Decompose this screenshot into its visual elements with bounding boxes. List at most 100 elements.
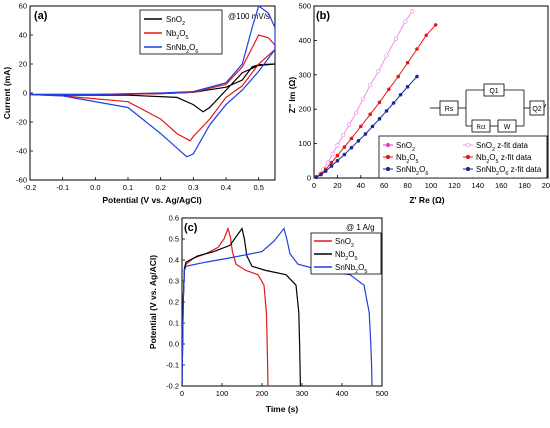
y-tick-label: -20 [16,118,27,127]
legend-label-part: 2 [486,159,489,165]
y-tick-label: 400 [298,36,311,45]
panel-c-y-ticks: -0.2 -0.1 0.0 0.1 0.2 0.3 0.4 0.5 0.6 [166,214,185,391]
x-tick-label: 0.5 [253,183,263,192]
legend-label-part: 5 [496,159,499,165]
cv-loop-Nb2O5 [29,34,276,142]
y-tick-label: 0.3 [169,277,179,286]
panel-b: (b) 0 20 40 60 80 100 120 140 160 180 200 0 100 200 3… [287,2,550,206]
legend-label-part: 2 [492,147,495,153]
cv-loop-SnNb2O6 [29,5,276,158]
y-tick-label: 0.5 [169,235,179,244]
x-tick-label: 200 [542,181,550,190]
panel-c-tag: (c) [184,222,198,234]
legend-label: SnNb2O6 [396,165,428,177]
legend-label-part: O [419,165,425,174]
legend-label-part: 2 [186,49,189,55]
legend-label: SnNb2O6 z-fit data [476,165,542,177]
gcd-curve-Nb2O5 [181,227,301,387]
legend-marker [385,142,391,148]
legend-label-part: 2 [416,171,419,177]
y-tick-label: 0 [23,89,27,98]
legend-label: Nb2O5 [335,250,358,262]
gcd-curve-SnO2 [181,226,269,387]
x-tick-label: 0.3 [188,183,198,192]
panel-b-ylabel: Z'' Im (Ω) [287,77,297,114]
y-tick-label: -40 [16,147,27,156]
fit-point [410,9,415,14]
x-tick-label: 0.2 [155,183,165,192]
x-tick-label: 100 [216,389,229,398]
fit-point [335,143,340,148]
y-tick-label: 200 [298,105,311,114]
x-tick-label: 0 [180,389,184,398]
x-tick-label: 200 [256,389,269,398]
x-tick-label: 300 [296,389,309,398]
legend-label-part: 5 [416,159,419,165]
x-tick-label: 140 [472,181,485,190]
legend-label-part: 5 [364,269,367,275]
y-tick-label: 60 [19,2,27,11]
legend-label-part: Nb [476,153,487,162]
fit-point [360,96,366,102]
legend-label: SnNb2O6 [166,43,198,55]
y-tick-label: 0.0 [169,340,179,349]
x-tick-label: -0.2 [24,183,37,192]
legend-label-part: z-fit data [499,153,532,162]
panel-a-ylabel: Current (mA) [2,67,12,120]
legend-label-part: O [358,263,364,272]
legend-label-part: SnNb [166,43,187,52]
legend-label-part: 6 [425,171,428,177]
legend-label-part: SnNb [476,165,497,174]
y-tick-label: 0 [307,174,311,183]
fit-line-Nb2O5 z-fit data [316,24,437,178]
circuit-rs-label: Rs [445,106,454,113]
y-tick-label: -60 [16,176,27,185]
x-tick-label: 120 [448,181,461,190]
legend-label-part: z-fit data [508,165,541,174]
panel-a-series [29,5,276,158]
fit-line-SnO2 z-fit data [315,10,413,178]
fit-point [353,110,359,115]
x-tick-label: 40 [357,181,365,190]
panel-c-annotation: @ 1 A/g [346,223,375,232]
legend-label-part: SnO [396,141,412,150]
fit-point [368,82,373,88]
fit-point [330,151,335,157]
legend-label-part: O [348,250,354,259]
x-tick-label: 100 [425,181,438,190]
fit-point [376,69,381,74]
fit-point [346,122,352,127]
y-tick-label: 0.4 [169,256,179,265]
fit-point [384,53,389,59]
legend-label-part: z-fit data [495,141,528,150]
y-tick-label: 0.2 [169,298,179,307]
legend-label-part: 2 [182,21,185,27]
legend-label-part: 5 [355,256,358,262]
legend-label: SnO2 [396,141,415,153]
fit-point [341,132,346,138]
legend-label-part: O [179,29,185,38]
x-tick-label: 0.0 [90,183,100,192]
legend-label-part: 2 [355,269,358,275]
legend-marker [385,154,391,160]
x-tick-label: 0.1 [123,183,133,192]
panel-a-xlabel: Potential (V vs. Ag/AgCl) [102,195,202,205]
y-tick-label: -0.1 [166,361,179,370]
legend-label-part: 6 [505,171,508,177]
legend-label-part: Nb [335,250,346,259]
legend-label-part: SnO [166,15,182,24]
panel-a-y-ticks: -60 -40 -20 0 20 40 60 [16,2,33,185]
fit-line-SnNb2O6 z-fit data [316,76,418,178]
x-tick-label: 400 [336,389,349,398]
panel-c-xlabel: Time (s) [266,404,299,414]
legend-label-part: 6 [195,49,198,55]
legend-label-part: O [489,153,495,162]
panel-b-tag: (b) [316,10,330,22]
y-tick-label: 500 [298,2,311,11]
fit-point [403,19,408,24]
x-tick-label: 180 [518,181,531,190]
